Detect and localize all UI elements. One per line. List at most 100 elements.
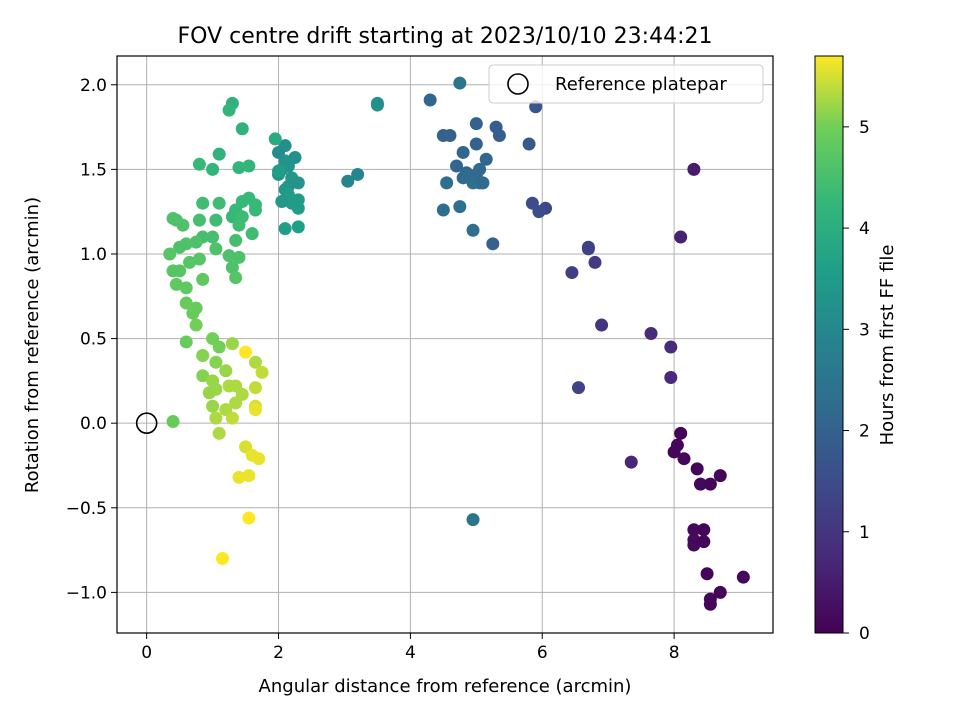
data-point bbox=[235, 122, 249, 136]
data-point bbox=[189, 318, 203, 332]
data-point bbox=[687, 162, 701, 176]
data-point bbox=[166, 414, 180, 428]
legend-marker bbox=[507, 73, 529, 95]
data-point bbox=[196, 348, 210, 362]
data-point bbox=[225, 411, 239, 425]
plot-frame bbox=[116, 55, 774, 634]
data-point bbox=[179, 335, 193, 349]
data-point bbox=[436, 203, 450, 217]
data-point bbox=[581, 242, 595, 256]
legend-box bbox=[488, 64, 764, 104]
data-point bbox=[456, 171, 470, 185]
data-point bbox=[229, 233, 243, 247]
data-points bbox=[163, 76, 750, 611]
x-tick-label: 8 bbox=[669, 643, 680, 663]
data-point bbox=[436, 129, 450, 143]
data-point bbox=[703, 477, 717, 491]
data-point bbox=[173, 264, 187, 278]
legend: Reference platepar bbox=[488, 64, 764, 104]
x-tick-label: 0 bbox=[141, 643, 152, 663]
data-point bbox=[212, 196, 226, 210]
y-tick-label: 1.5 bbox=[80, 160, 107, 180]
data-point bbox=[248, 381, 262, 395]
data-point bbox=[697, 535, 711, 549]
data-point bbox=[469, 137, 483, 151]
data-point bbox=[192, 157, 206, 171]
data-point bbox=[664, 340, 678, 354]
colorbar-tick-label: 1 bbox=[859, 523, 870, 543]
data-point bbox=[202, 386, 216, 400]
colorbar-gradient bbox=[814, 55, 844, 634]
data-point bbox=[644, 327, 658, 341]
y-tick-label: 2.0 bbox=[80, 76, 107, 96]
data-point bbox=[453, 76, 467, 90]
data-point bbox=[206, 162, 220, 176]
data-point bbox=[700, 567, 714, 581]
data-point bbox=[209, 355, 223, 369]
data-point bbox=[690, 462, 704, 476]
legend-label: Reference platepar bbox=[555, 74, 727, 95]
data-point bbox=[209, 213, 223, 227]
data-point bbox=[248, 355, 262, 369]
colorbar-tick-label: 4 bbox=[859, 219, 870, 239]
data-point bbox=[453, 200, 467, 214]
data-point bbox=[489, 120, 503, 134]
data-point bbox=[522, 137, 536, 151]
data-point bbox=[245, 227, 259, 241]
data-point bbox=[588, 255, 602, 269]
data-point bbox=[693, 477, 707, 491]
x-tick-label: 2 bbox=[273, 643, 284, 663]
data-point bbox=[176, 218, 190, 232]
data-point bbox=[341, 174, 355, 188]
data-point bbox=[440, 176, 454, 190]
y-tick-label: 0.0 bbox=[80, 414, 107, 434]
data-point bbox=[703, 597, 717, 611]
data-point bbox=[275, 195, 289, 209]
data-point bbox=[212, 147, 226, 161]
data-point bbox=[595, 318, 609, 332]
data-point bbox=[229, 271, 243, 285]
data-point bbox=[169, 277, 183, 291]
data-point bbox=[229, 396, 243, 410]
data-point bbox=[677, 452, 691, 466]
data-point bbox=[291, 176, 305, 190]
data-point bbox=[351, 167, 365, 181]
data-point bbox=[624, 455, 638, 469]
data-point bbox=[248, 403, 262, 417]
y-tick-label: 1.0 bbox=[80, 245, 107, 265]
data-point bbox=[525, 196, 539, 210]
data-point bbox=[713, 469, 727, 483]
data-point bbox=[215, 552, 229, 566]
data-point bbox=[486, 237, 500, 251]
x-tick-label: 4 bbox=[405, 643, 416, 663]
data-point bbox=[219, 364, 233, 378]
data-point bbox=[469, 117, 483, 131]
data-point bbox=[664, 370, 678, 384]
data-point bbox=[674, 230, 688, 244]
data-point bbox=[687, 538, 701, 552]
data-point bbox=[196, 369, 210, 383]
data-point bbox=[225, 337, 239, 351]
data-point bbox=[370, 98, 384, 112]
data-point bbox=[222, 249, 236, 263]
data-point bbox=[242, 511, 256, 525]
data-point bbox=[232, 250, 246, 264]
data-point bbox=[232, 470, 246, 484]
data-point bbox=[209, 242, 223, 256]
data-point bbox=[209, 411, 223, 425]
data-point bbox=[186, 306, 200, 320]
data-point bbox=[232, 161, 246, 175]
y-tick-label: 0.5 bbox=[80, 330, 107, 350]
data-point bbox=[529, 100, 543, 114]
data-point bbox=[572, 381, 586, 395]
data-point bbox=[687, 523, 701, 537]
x-axis-label: Angular distance from reference (arcmin) bbox=[259, 676, 632, 697]
data-point bbox=[272, 164, 286, 178]
data-point bbox=[196, 272, 210, 286]
data-point bbox=[248, 203, 262, 217]
data-point bbox=[479, 152, 493, 166]
data-point bbox=[456, 145, 470, 159]
data-point bbox=[232, 218, 246, 232]
colorbar-label: Hours from first FF file bbox=[877, 245, 898, 446]
data-point bbox=[225, 261, 239, 275]
